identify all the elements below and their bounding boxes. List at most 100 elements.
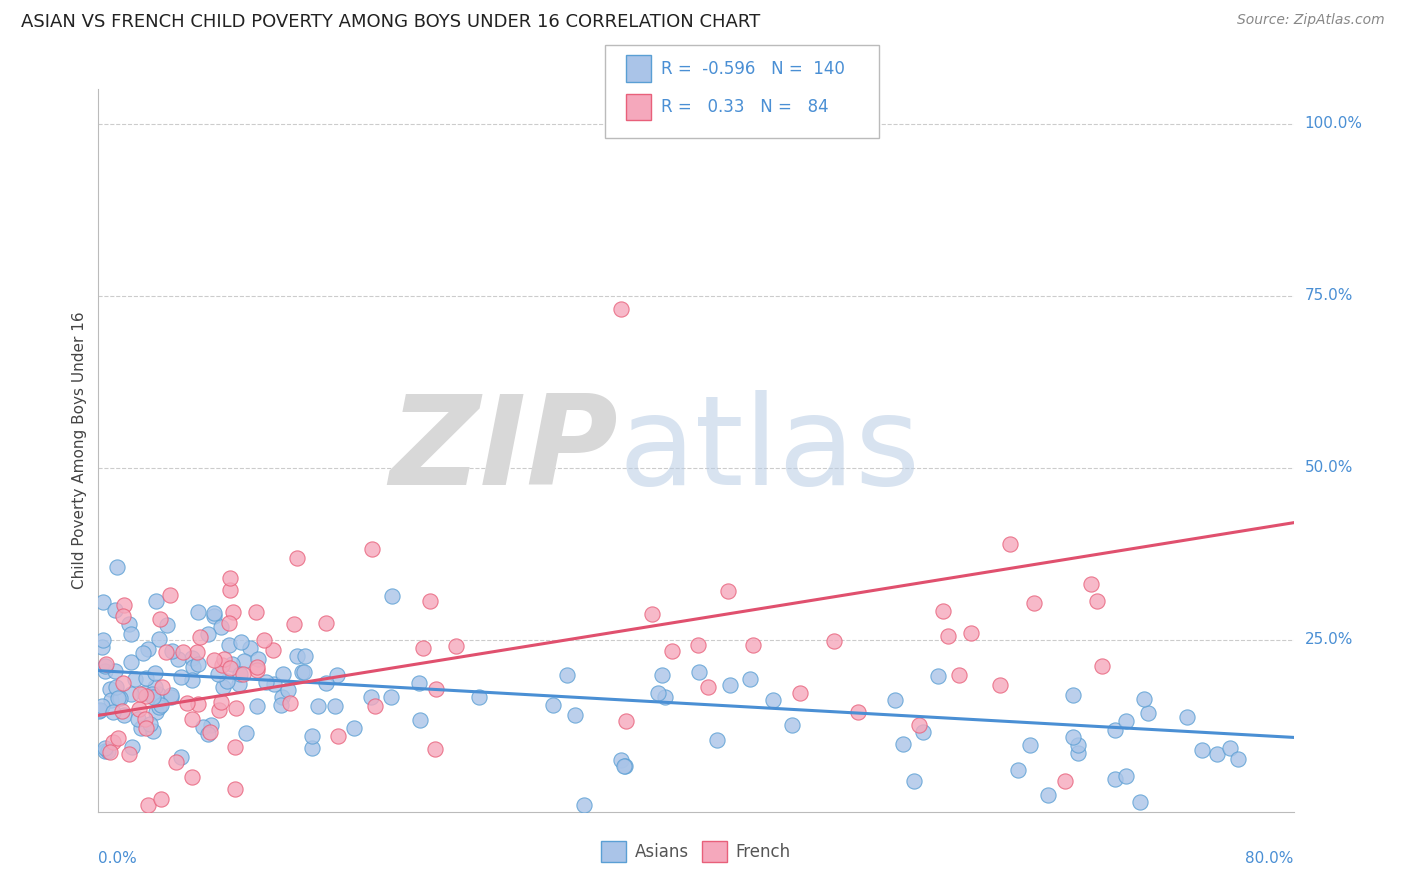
Point [246,659,269,673]
Point [262,642,284,657]
Point [283,617,305,632]
Point [145,594,167,608]
Point [105,559,128,574]
Point [1007,763,1029,777]
Point [1115,769,1137,783]
Point [718,678,741,692]
Point [197,627,219,641]
Point [101,705,124,719]
Point [149,612,172,626]
Point [104,602,127,616]
Point [294,648,316,663]
Point [291,665,314,679]
Point [202,653,225,667]
Point [200,725,222,739]
Point [120,655,142,669]
Point [94,658,117,673]
Point [134,712,156,726]
Point [343,721,366,735]
Point [212,652,235,666]
Point [228,677,250,691]
Point [903,774,925,789]
Point [738,672,761,686]
Point [1128,795,1150,809]
Point [91,595,114,609]
Point [211,658,233,673]
Point [328,730,350,744]
Point [150,698,173,713]
Point [326,668,349,682]
Point [127,712,149,726]
Point [121,687,143,701]
Point [361,541,384,556]
Point [315,615,337,630]
Point [108,690,131,705]
Point [564,708,586,723]
Point [278,696,301,710]
Point [124,672,146,686]
Point [686,639,709,653]
Text: 75.0%: 75.0% [1305,288,1353,303]
Point [129,721,152,735]
Point [149,791,172,805]
Point [146,687,169,701]
Point [762,693,785,707]
Point [1036,788,1059,802]
Point [1062,730,1084,744]
Point [823,634,845,648]
Point [111,608,134,623]
Point [846,705,869,719]
Point [239,640,262,655]
Y-axis label: Child Poverty Among Boys Under 16: Child Poverty Among Boys Under 16 [72,311,87,590]
Point [142,690,165,704]
Point [134,686,156,700]
Point [380,690,402,705]
Point [135,690,157,704]
Point [91,640,114,654]
Point [789,686,811,700]
Point [100,693,122,707]
Point [706,733,728,747]
Point [1066,738,1088,752]
Point [202,606,225,620]
Text: Source: ZipAtlas.com: Source: ZipAtlas.com [1237,13,1385,28]
Text: atlas: atlas [619,390,921,511]
Point [143,681,166,695]
Point [998,537,1021,551]
Point [197,726,219,740]
Point [224,740,246,755]
Point [200,717,222,731]
Point [148,632,170,646]
Point [121,739,143,754]
Text: ASIAN VS FRENCH CHILD POVERTY AMONG BOYS UNDER 16 CORRELATION CHART: ASIAN VS FRENCH CHILD POVERTY AMONG BOYS… [21,13,761,31]
Point [1191,743,1213,757]
Point [159,588,181,602]
Point [270,698,292,713]
Point [219,661,242,675]
Point [1019,738,1042,752]
Point [93,740,115,755]
Point [222,605,245,619]
Point [172,645,194,659]
Point [136,641,159,656]
Point [911,725,934,739]
Point [211,680,233,694]
Point [263,677,285,691]
Point [135,671,157,685]
Point [1067,746,1090,760]
Point [93,744,115,758]
Point [118,617,141,632]
Point [170,750,193,764]
Point [232,667,254,681]
Point [225,700,247,714]
Point [1091,659,1114,673]
Text: ZIP: ZIP [389,390,619,511]
Point [742,638,765,652]
Point [218,582,240,597]
Point [315,675,337,690]
Point [285,551,308,566]
Point [572,797,595,812]
Text: 25.0%: 25.0% [1305,632,1353,648]
Point [444,639,467,653]
Point [654,690,676,704]
